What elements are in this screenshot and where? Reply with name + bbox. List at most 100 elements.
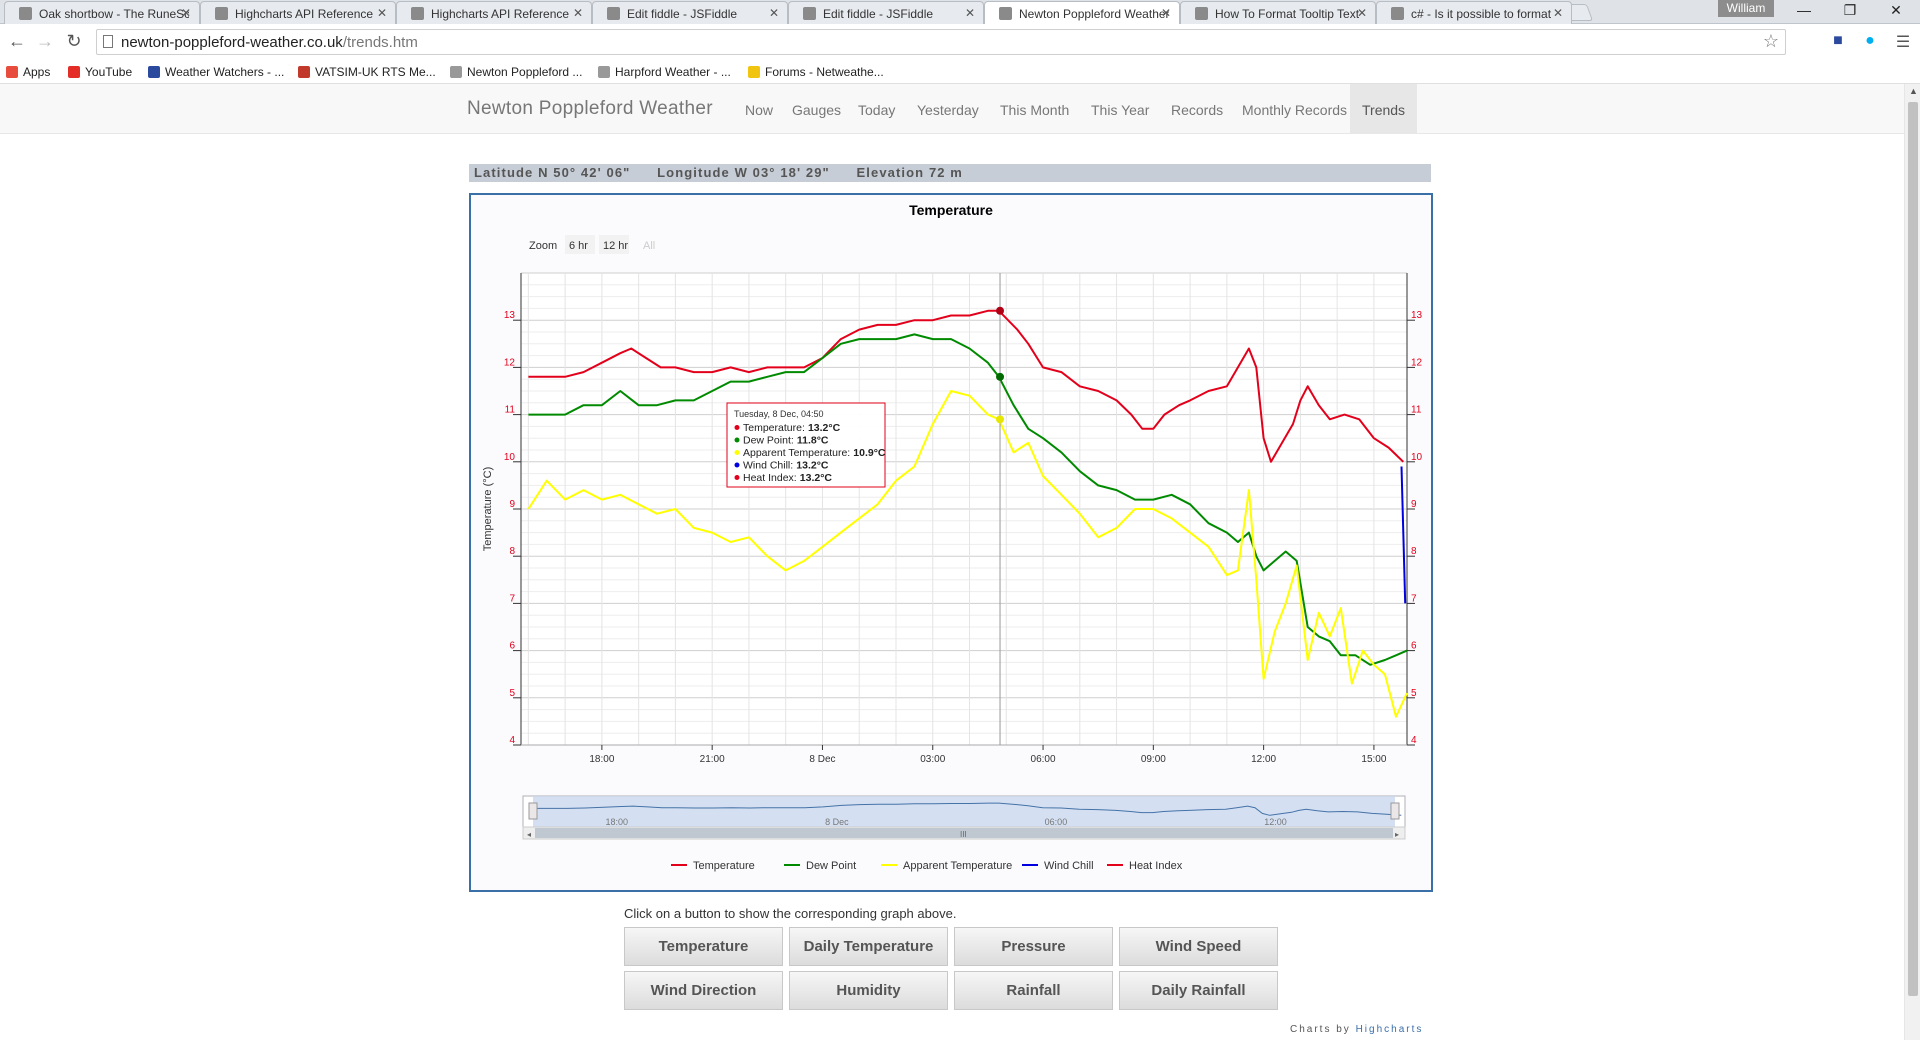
tab-favicon-icon xyxy=(215,7,228,20)
zoom-label: Zoom xyxy=(529,240,557,252)
legend-label: Heat Index xyxy=(1129,860,1183,872)
tab-close-icon[interactable]: ✕ xyxy=(376,6,387,20)
tooltip-series-name: Heat Index xyxy=(743,472,795,484)
browser-tab[interactable]: Highcharts API Reference ✕ xyxy=(396,1,592,24)
bookmark-forums-netweathe[interactable]: Forums - Netweathe... xyxy=(748,65,884,79)
tab-close-icon[interactable]: ✕ xyxy=(1356,6,1367,20)
scroll-up-icon[interactable]: ▲ xyxy=(1909,86,1918,96)
restore-icon[interactable]: ❐ xyxy=(1843,2,1857,18)
address-url: newton-poppleford-weather.co.uk/trends.h… xyxy=(121,34,418,51)
chart-navigator[interactable]: 18:00 8 Dec 06:00 12:00 xyxy=(522,795,1406,828)
highcharts-link[interactable]: Highcharts xyxy=(1355,1024,1424,1035)
daily-temperature-button[interactable]: Daily Temperature xyxy=(789,927,948,966)
navigator-scrollbar[interactable]: ◂ ▸ III xyxy=(522,826,1406,840)
menu-icon[interactable]: ☰ xyxy=(1895,34,1911,51)
navigator-handle[interactable] xyxy=(528,802,538,820)
legend-item-apparent-temperature[interactable]: Apparent Temperature xyxy=(881,860,1012,872)
tab-close-icon[interactable]: ✕ xyxy=(572,6,583,20)
tab-title: Highcharts API Reference xyxy=(431,7,570,21)
bookmark-apps[interactable]: Apps xyxy=(6,65,50,79)
back-arrow-icon[interactable]: ← xyxy=(8,31,26,51)
legend-item-dew-point[interactable]: Dew Point xyxy=(784,860,856,872)
bookmarks-bar: Apps YouTube Weather Watchers - ... VATSIM-… xyxy=(0,60,1920,84)
zoom-button-label: 12 hr xyxy=(603,240,628,252)
bookmark-newton-poppleford[interactable]: Newton Poppleford ... xyxy=(450,65,582,79)
browser-tab[interactable]: Newton Poppleford Weather ✕ xyxy=(984,1,1180,25)
zoom-button-6-hr[interactable] xyxy=(565,235,595,254)
bookmark-weather-watchers[interactable]: Weather Watchers - ... xyxy=(148,65,284,79)
tab-close-icon[interactable]: ✕ xyxy=(1160,6,1171,20)
browser-tab[interactable]: c# - Is it possible to format ✕ xyxy=(1376,1,1572,24)
bookmark-youtube[interactable]: YouTube xyxy=(68,65,132,79)
bookmark-harpford-weather[interactable]: Harpford Weather - ... xyxy=(598,65,731,79)
nav-trends[interactable]: Trends xyxy=(1350,84,1418,134)
navigator-label: 18:00 xyxy=(606,817,629,827)
zoom-button-all[interactable] xyxy=(639,235,669,254)
address-bar[interactable]: newton-poppleford-weather.co.uk/trends.h… xyxy=(96,29,1786,55)
tooltip-colon: : xyxy=(791,435,794,447)
pressure-button[interactable]: Pressure xyxy=(954,927,1113,966)
tab-close-icon[interactable]: ✕ xyxy=(964,6,975,20)
scrollbar-thumb[interactable] xyxy=(1908,102,1918,996)
tooltip-bullet xyxy=(734,475,740,480)
tab-close-icon[interactable]: ✕ xyxy=(1552,6,1563,20)
browser-tab[interactable]: Edit fiddle - JSFiddle ✕ xyxy=(788,1,984,24)
nav-now[interactable]: Now xyxy=(745,102,774,118)
browser-tab[interactable]: Oak shortbow - The RuneScape Wiki✕ xyxy=(4,1,200,24)
skype-icon[interactable]: ● xyxy=(1865,32,1875,49)
tab-close-icon[interactable]: ✕ xyxy=(180,6,191,20)
y-tick-label-right: 6 xyxy=(1411,641,1417,652)
nav-yesterday[interactable]: Yesterday xyxy=(917,102,979,118)
nav-gauges[interactable]: Gauges xyxy=(792,102,842,118)
credits-prefix: Charts by xyxy=(1290,1024,1351,1035)
wind-direction-button[interactable]: Wind Direction xyxy=(624,971,783,1010)
temperature-button[interactable]: Temperature xyxy=(624,927,783,966)
tab-favicon-icon xyxy=(1195,7,1208,20)
navigator-handle[interactable] xyxy=(1390,802,1400,820)
minimize-icon[interactable]: — xyxy=(1797,2,1811,18)
legend-item-heat-index[interactable]: Heat Index xyxy=(1107,860,1183,872)
tab-close-icon[interactable]: ✕ xyxy=(768,6,779,20)
y-tick-label-right: 9 xyxy=(1411,499,1417,510)
tab-title: How To Format Tooltip Text xyxy=(1215,7,1360,21)
nav-today[interactable]: Today xyxy=(858,102,896,118)
nav-monthly-records[interactable]: Monthly Records xyxy=(1242,102,1348,118)
extension-icon[interactable]: ■ xyxy=(1833,32,1843,49)
close-window-icon[interactable]: ✕ xyxy=(1890,2,1902,18)
legend-item-wind-chill[interactable]: Wind Chill xyxy=(1022,860,1094,872)
y-tick-label: 9 xyxy=(509,499,515,510)
chart-tooltip: Tuesday, 8 Dec, 04:50Temperature:13.2°CD… xyxy=(726,402,886,488)
browser-tab[interactable]: How To Format Tooltip Text ✕ xyxy=(1180,1,1376,24)
tab-title: Edit fiddle - JSFiddle xyxy=(823,7,934,21)
browser-tab[interactable]: Highcharts API Reference ✕ xyxy=(200,1,396,24)
forward-arrow-icon[interactable]: → xyxy=(36,31,54,51)
page-scrollbar[interactable]: ▲ xyxy=(1904,84,1920,1040)
legend-item-temperature[interactable]: Temperature xyxy=(671,860,755,872)
browser-toolbar: ← → ↻ newton-poppleford-weather.co.uk/tr… xyxy=(0,24,1920,61)
bookmark-label: YouTube xyxy=(85,65,133,79)
marker-dew-point xyxy=(996,372,1005,381)
series-line-wind-chill xyxy=(1400,466,1407,604)
rainfall-button[interactable]: Rainfall xyxy=(954,971,1113,1010)
reload-icon[interactable]: ↻ xyxy=(66,31,82,51)
netweather-icon xyxy=(748,66,760,78)
nav-this-year[interactable]: This Year xyxy=(1091,102,1150,118)
x-tick-label: 12:00 xyxy=(1251,754,1276,765)
bookmark-vatsim-uk-rts-me[interactable]: VATSIM-UK RTS Me... xyxy=(298,65,436,79)
daily-rainfall-button[interactable]: Daily Rainfall xyxy=(1119,971,1278,1010)
bookmark-star-icon[interactable]: ☆ xyxy=(1762,31,1779,51)
browser-tab[interactable]: Edit fiddle - JSFiddle ✕ xyxy=(592,1,788,24)
tooltip-bullet xyxy=(734,437,740,443)
navigator-label: 8 Dec xyxy=(825,817,849,827)
humidity-button[interactable]: Humidity xyxy=(789,971,948,1010)
tooltip-series-value: 13.2°C xyxy=(800,472,833,484)
wind-speed-button[interactable]: Wind Speed xyxy=(1119,927,1278,966)
profile-button[interactable]: William xyxy=(1718,0,1774,17)
tooltip-box xyxy=(726,402,886,488)
nav-this-month[interactable]: This Month xyxy=(1000,102,1070,118)
zoom-button-12-hr[interactable] xyxy=(599,235,629,254)
nav-records[interactable]: Records xyxy=(1171,102,1224,118)
site-brand[interactable]: Newton Poppleford Weather xyxy=(467,98,713,119)
tab-title: Oak shortbow - The RuneScape Wiki xyxy=(39,7,189,21)
y-tick-label-right: 10 xyxy=(1411,452,1423,463)
